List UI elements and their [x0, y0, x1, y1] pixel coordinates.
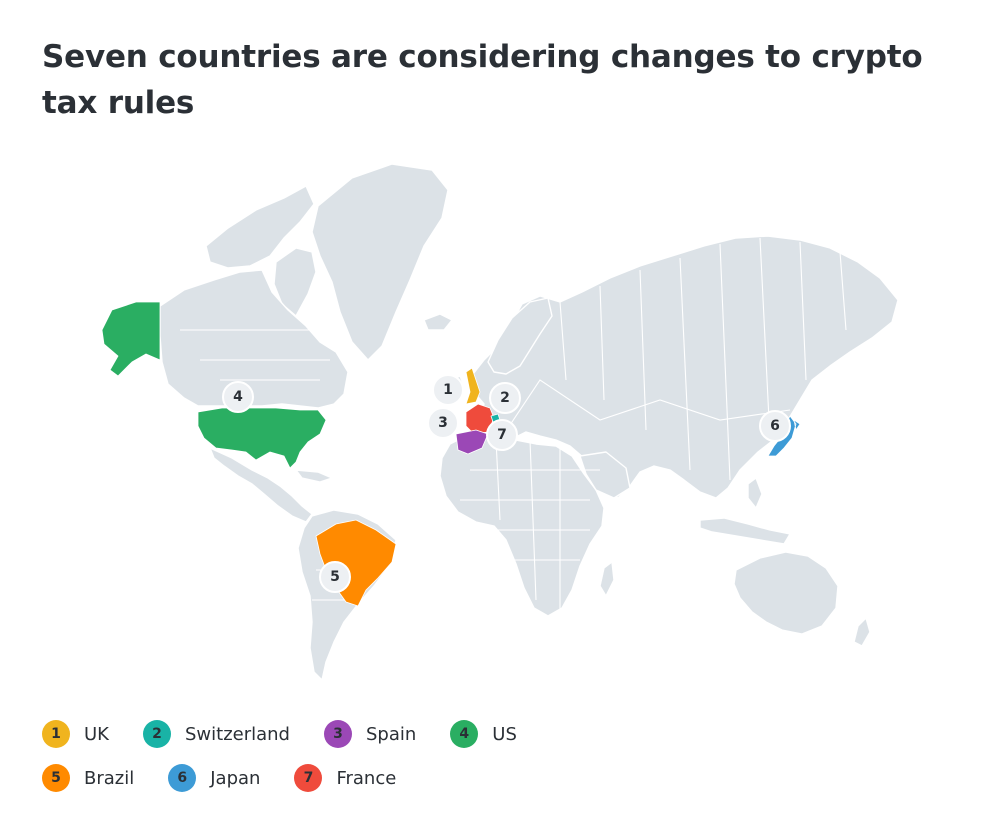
- legend-badge: 5: [42, 764, 70, 792]
- legend: 1 UK 2 Switzerland 3 Spain 4 US 5 Brazil…: [42, 712, 942, 800]
- mexico: [209, 447, 313, 523]
- new-zealand: [853, 617, 871, 647]
- legend-label: US: [492, 723, 517, 745]
- marker-uk: 1: [432, 374, 464, 406]
- greenland: [311, 163, 449, 361]
- legend-row: 5 Brazil 6 Japan 7 France: [42, 756, 942, 800]
- us-shape: [197, 407, 327, 469]
- philippines: [747, 477, 763, 509]
- legend-badge: 6: [168, 764, 197, 792]
- africa: [439, 433, 605, 617]
- legend-badge: 3: [323, 720, 352, 748]
- madagascar: [599, 561, 615, 597]
- iceland: [423, 313, 453, 331]
- marker-spain-number: 3: [438, 415, 448, 431]
- legend-badge: 2: [142, 720, 171, 748]
- marker-brazil-number: 5: [330, 569, 340, 585]
- legend-item-france: 7 France: [294, 764, 396, 792]
- marker-spain: 3: [427, 407, 459, 439]
- caribbean: [295, 469, 333, 483]
- legend-item-uk: 1 UK: [42, 720, 109, 748]
- legend-item-japan: 6 Japan: [168, 764, 260, 792]
- marker-france-number: 7: [497, 427, 507, 443]
- legend-item-brazil: 5 Brazil: [42, 764, 134, 792]
- marker-france: 7: [486, 419, 518, 451]
- legend-item-switzerland: 2 Switzerland: [142, 720, 290, 748]
- marker-japan-number: 6: [770, 418, 780, 434]
- legend-item-us: 4 US: [450, 720, 517, 748]
- scandinavia: [487, 297, 553, 375]
- legend-label: France: [336, 767, 397, 789]
- marker-us: 4: [222, 381, 254, 413]
- legend-label: Switzerland: [184, 723, 290, 745]
- marker-us-number: 4: [233, 389, 243, 405]
- marker-brazil: 5: [319, 561, 351, 593]
- legend-badge: 1: [42, 720, 70, 748]
- alaska-shape: [101, 301, 161, 377]
- marker-japan: 6: [759, 410, 791, 442]
- arabia: [579, 451, 631, 499]
- legend-badge: 7: [294, 764, 323, 792]
- baffin-island: [273, 247, 317, 317]
- marker-uk-number: 1: [443, 382, 453, 398]
- legend-label: Japan: [210, 767, 261, 789]
- legend-label: Spain: [365, 723, 417, 745]
- legend-item-spain: 3 Spain: [323, 720, 417, 748]
- australia: [733, 551, 839, 635]
- chart-title: Seven countries are considering changes …: [42, 39, 923, 121]
- uk-shape: [465, 367, 481, 405]
- legend-row: 1 UK 2 Switzerland 3 Spain 4 US: [42, 712, 942, 756]
- southeast-asia-islands: [699, 517, 791, 545]
- spain-shape: [455, 429, 489, 455]
- marker-switzerland: 2: [489, 382, 521, 414]
- world-map: 1 2 3 4 5 6 7: [101, 163, 899, 681]
- arctic-islands: [205, 185, 315, 269]
- marker-switzerland-number: 2: [500, 390, 510, 406]
- legend-label: UK: [84, 723, 109, 745]
- canada: [159, 269, 349, 409]
- legend-label: Brazil: [84, 767, 135, 789]
- legend-badge: 4: [450, 720, 479, 748]
